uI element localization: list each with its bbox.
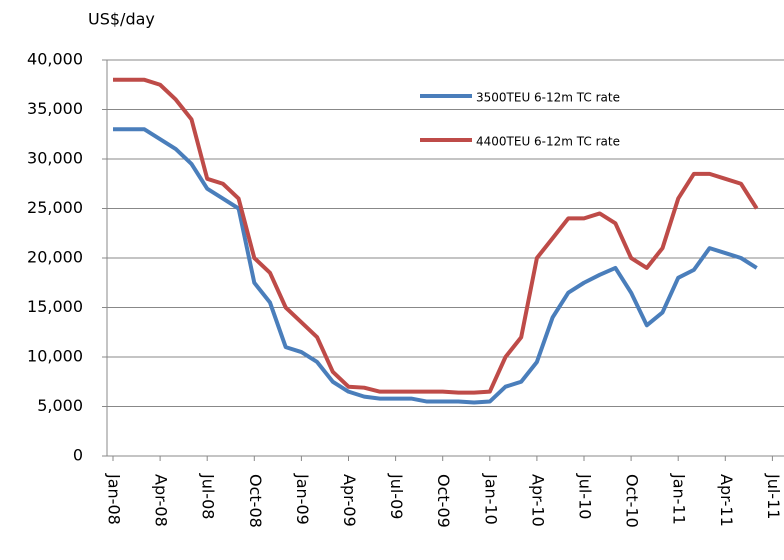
legend-label: 4400TEU 6-12m TC rate (476, 135, 620, 149)
legend-label: 3500TEU 6-12m TC rate (476, 91, 620, 105)
x-tick-label: Oct-10 (623, 474, 642, 528)
x-tick-label: Apr-09 (340, 474, 359, 527)
y-tick-label: 10,000 (27, 347, 83, 366)
y-tick-label: 30,000 (27, 149, 83, 168)
y-tick-label: 35,000 (27, 99, 83, 118)
x-tick-label: Apr-10 (528, 474, 547, 527)
y-tick-label: 20,000 (27, 248, 83, 267)
y-tick-label: 40,000 (27, 50, 83, 69)
x-tick-label: Jul-08 (199, 473, 218, 519)
x-tick-label: Oct-09 (434, 474, 453, 528)
x-tick-label: Apr-08 (152, 474, 171, 527)
x-tick-label: Jan-11 (670, 473, 689, 525)
x-tick-label: Jul-09 (387, 473, 406, 519)
y-tick-label: 25,000 (27, 198, 83, 217)
series-line (113, 77, 759, 395)
x-tick-label: Oct-08 (246, 474, 265, 528)
x-tick-label: Jul-11 (764, 473, 783, 519)
x-tick-label: Jan-09 (293, 473, 312, 525)
x-tick-label: Jul-10 (576, 473, 595, 519)
x-tick-label: Jan-08 (105, 473, 124, 525)
y-tick-label: 0 (73, 446, 83, 465)
y-tick-label: 5,000 (37, 396, 83, 415)
series-line (113, 127, 758, 405)
x-tick-label: Apr-11 (717, 474, 736, 527)
y-axis-label: US$/day (88, 10, 155, 29)
x-tick-label: Jan-10 (481, 473, 500, 525)
y-tick-label: 15,000 (27, 297, 83, 316)
